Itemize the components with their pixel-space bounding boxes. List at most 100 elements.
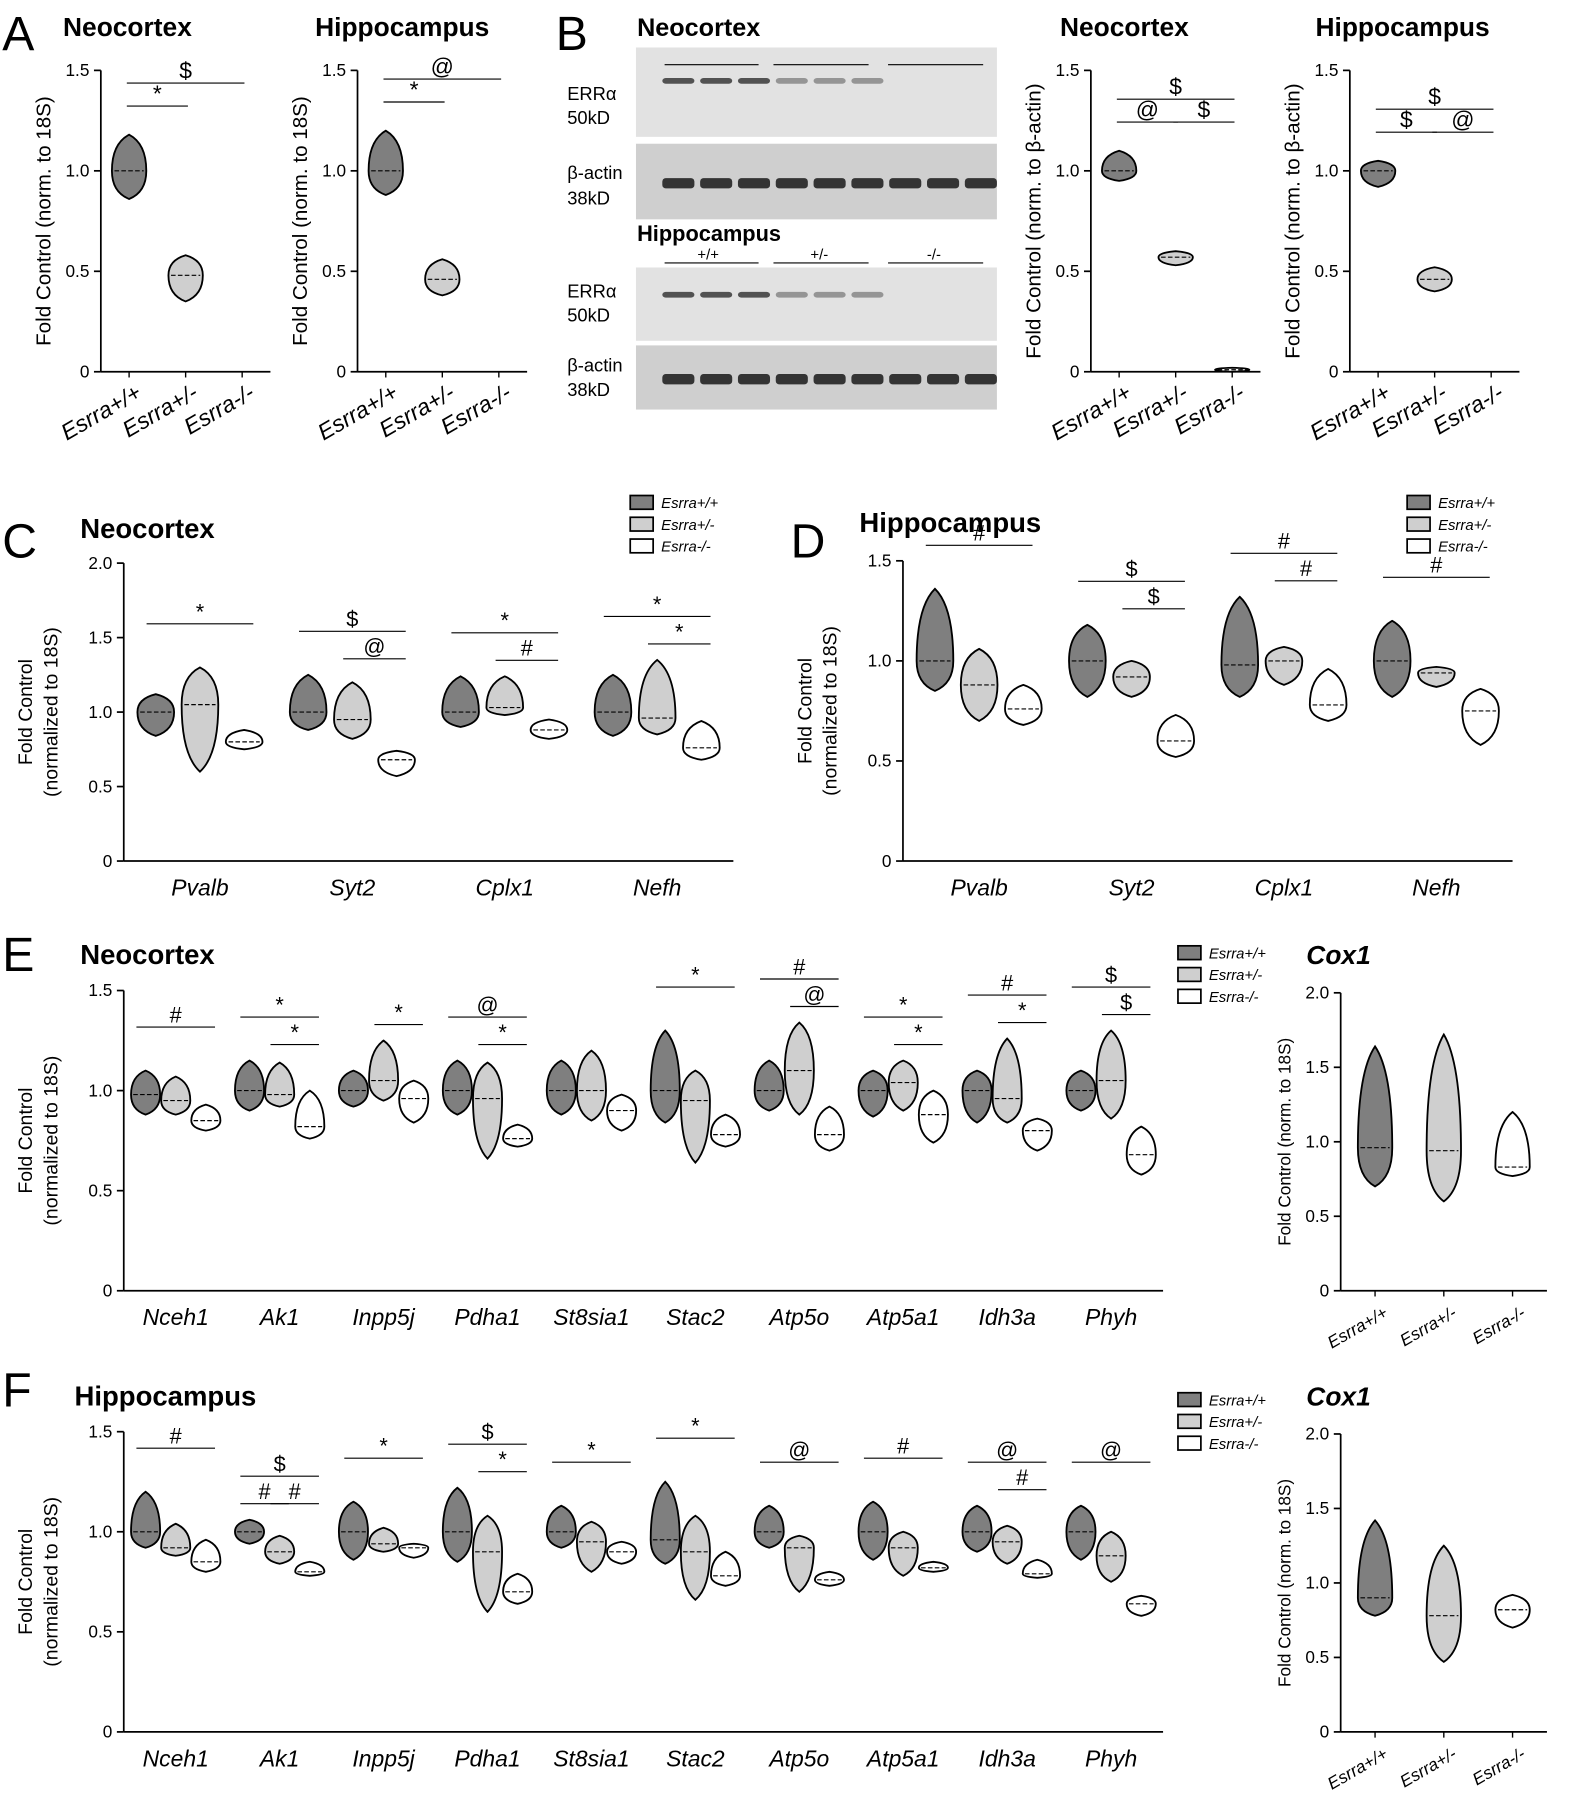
violin	[679, 1069, 711, 1164]
blot-band	[662, 77, 695, 84]
violin	[224, 729, 264, 751]
blot-band	[851, 77, 884, 84]
violin	[887, 1530, 919, 1577]
x-tick-label: Pvalb	[950, 874, 1008, 900]
x-tick-label: St8sia1	[553, 1304, 629, 1330]
blot-band	[775, 178, 808, 189]
violin	[1494, 1593, 1531, 1629]
significance-label: #	[289, 1479, 301, 1504]
legend-label: Esrra+/+	[1209, 1393, 1266, 1409]
legend-swatch	[1177, 1435, 1202, 1451]
significance-label: @	[1451, 107, 1474, 133]
violin	[857, 1069, 889, 1118]
y-tick-label: 0.5	[868, 751, 892, 771]
violin	[887, 1059, 919, 1112]
violin	[294, 1560, 326, 1577]
chart-title: Hippocampus	[74, 1380, 256, 1411]
y-axis-label: Fold Control	[794, 658, 816, 764]
genotype-label: +/-	[810, 247, 828, 263]
significance-label: *	[410, 76, 419, 102]
significance-label: @	[803, 982, 825, 1007]
legend-label: Esrra-/-	[1438, 540, 1488, 556]
significance-label: #	[1430, 553, 1442, 578]
y-tick-label: 0	[103, 1722, 113, 1742]
violin	[783, 1021, 815, 1116]
significance-label: #	[1300, 556, 1312, 581]
significance-label: $	[179, 58, 192, 84]
blot-band	[662, 178, 695, 189]
violin	[180, 666, 220, 773]
western-blot: Neocortex Hippocampus +/+ +/- -/- +/+ +/…	[567, 14, 997, 410]
x-tick-label: Inpp5j	[352, 1304, 415, 1330]
significance-label: $	[1148, 584, 1160, 609]
blot-band	[662, 291, 695, 298]
band-name: β-actin	[567, 162, 622, 183]
violin	[337, 1500, 369, 1561]
significance-label: *	[587, 1438, 596, 1463]
blot-band	[889, 178, 922, 189]
violin	[398, 1079, 430, 1124]
y-axis-label: Fold Control	[15, 1088, 37, 1194]
blot-band	[851, 374, 884, 385]
significance-label: @	[996, 1438, 1018, 1463]
x-tick-label: St8sia1	[553, 1745, 629, 1771]
violin	[606, 1540, 638, 1565]
violin	[190, 1538, 222, 1573]
violin	[961, 1504, 993, 1553]
y-tick-label: 0	[1320, 1280, 1330, 1300]
y-axis-label: Fold Control	[15, 1529, 37, 1635]
legend-label: Esrra+/-	[1438, 518, 1491, 534]
violin	[710, 1550, 741, 1587]
blot-band	[737, 291, 771, 298]
blot-band	[813, 178, 846, 189]
y-tick-label: 0	[1329, 361, 1339, 381]
y-tick-label: 2.0	[1305, 1424, 1329, 1444]
violin	[991, 1037, 1023, 1124]
y-axis-label: Fold Control (norm. to β-actin)	[1022, 83, 1045, 358]
x-tick-label: Atp5o	[767, 1745, 829, 1771]
x-tick-label: Nceh1	[143, 1304, 209, 1330]
violin	[649, 1029, 681, 1124]
violin	[1125, 1594, 1157, 1617]
significance-label: $	[1400, 107, 1413, 133]
y-tick-label: 0	[1320, 1722, 1330, 1742]
blot-band	[964, 374, 997, 385]
significance-label: #	[973, 521, 985, 546]
x-tick-label: Nefh	[633, 874, 681, 900]
violin	[857, 1500, 889, 1561]
violin	[502, 1572, 534, 1605]
y-tick-label: 1.0	[88, 1080, 112, 1100]
violin	[1004, 683, 1043, 726]
violin	[1125, 1125, 1157, 1176]
legend-label: Esrra+/+	[1438, 496, 1495, 512]
violin	[167, 254, 204, 303]
y-axis-label: Fold Control (norm. to 18S)	[289, 96, 312, 346]
violin	[575, 1049, 607, 1122]
panel-label: F	[2, 1363, 31, 1417]
significance-label: @	[476, 992, 498, 1017]
y-tick-label: 1.5	[1056, 60, 1080, 80]
chart-title: Hippocampus	[1315, 12, 1489, 42]
x-tick-label: Idh3a	[979, 1304, 1036, 1330]
violin	[917, 1089, 949, 1144]
violin	[130, 1490, 162, 1549]
blot-band	[851, 291, 884, 298]
violin	[337, 1069, 369, 1108]
violin	[1065, 1504, 1097, 1561]
significance-label: *	[394, 1000, 403, 1025]
x-tick-label: Pvalb	[171, 874, 229, 900]
violin	[1220, 595, 1260, 698]
y-axis-label: (normalized to 18S)	[40, 1497, 62, 1667]
significance-label: *	[196, 599, 205, 624]
violin	[679, 1514, 711, 1602]
y-tick-label: 1.0	[88, 1521, 112, 1541]
legend-label: Esrra-/-	[1209, 990, 1259, 1006]
x-tick-label: Stac2	[666, 1745, 725, 1771]
x-tick-label: Idh3a	[979, 1745, 1036, 1771]
blot-band	[813, 291, 846, 298]
significance-label: @	[363, 634, 385, 659]
y-tick-label: 1.5	[868, 551, 892, 571]
significance-label: *	[498, 1447, 507, 1472]
violin	[649, 1480, 681, 1565]
genotype-label: +/+	[697, 247, 719, 263]
